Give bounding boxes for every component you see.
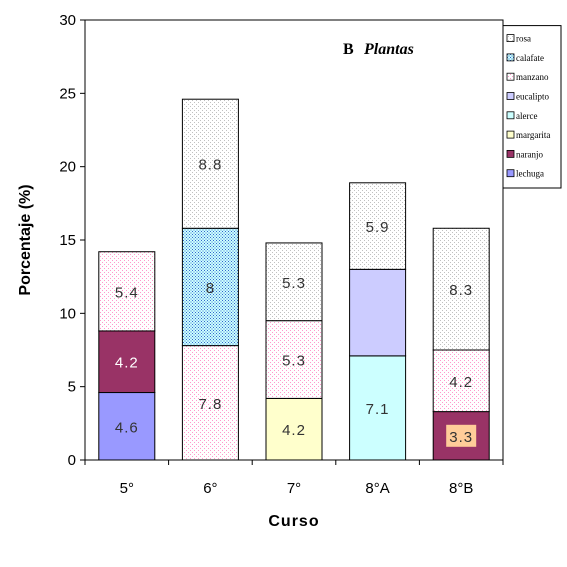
bar-segment-manzano [432, 349, 490, 413]
x-tick-label: 8°A [365, 480, 389, 497]
data-label: 5.9 [366, 219, 390, 236]
y-tick-label: 20 [59, 159, 76, 176]
bar-segment-manzano [181, 345, 239, 461]
bar-segment-rosa [349, 182, 407, 270]
y-tick-label: 25 [59, 85, 76, 102]
legend-swatch-calafate [506, 53, 515, 62]
legend-label-alerce: alerce [516, 111, 537, 121]
legend-swatch-naranjo [506, 149, 515, 158]
bars [98, 98, 490, 461]
data-label: 5.3 [282, 353, 306, 370]
x-tick-label: 7° [287, 480, 301, 497]
data-label: 8.8 [198, 157, 222, 174]
x-tick-label: 8°B [449, 480, 473, 497]
y-tick-label: 0 [68, 452, 76, 469]
y-axis: 0 5 10 15 20 25 30 [59, 12, 85, 469]
y-tick-label: 15 [59, 232, 76, 249]
legend-label-calafate: calafate [516, 53, 544, 63]
legend-box [502, 25, 562, 189]
bar-segment-rosa [181, 98, 239, 229]
legend-swatch-margarita [506, 130, 515, 139]
legend-swatch-eucalipto [506, 92, 515, 100]
y-tick-label: 5 [68, 379, 76, 396]
data-label: 3.3 [449, 429, 473, 446]
y-tick-label: 30 [59, 12, 76, 29]
chart-title: Plantas [363, 41, 414, 58]
bar-segment-manzano [265, 320, 323, 399]
data-label: 5.3 [282, 275, 306, 292]
data-label: 8.3 [449, 282, 473, 299]
y-tick-label: 10 [59, 305, 76, 322]
x-axis-title: Curso [268, 513, 319, 530]
bar-segment-lechuga [98, 392, 156, 461]
legend-label-rosa: rosa [516, 34, 531, 44]
bar-segment-margarita [265, 397, 323, 461]
data-label: 4.2 [282, 422, 306, 439]
data-label: 4.6 [115, 419, 139, 436]
x-tick-label: 6° [203, 480, 217, 497]
data-label: 8 [206, 280, 215, 297]
bar-segment-manzano [98, 251, 156, 332]
value-labels: 4.6 4.2 5.4 7.8 8 8.8 4.2 5.3 5.3 7.1 5.9 4.2 8.3 3.3 [115, 157, 477, 447]
data-label: 7.1 [366, 401, 390, 418]
bar-segment-rosa [265, 242, 323, 322]
bar-segment-calafate [181, 227, 239, 347]
legend-label-eucalipto: eucalipto [516, 92, 549, 102]
legend-label-lechuga: lechuga [516, 169, 544, 179]
legend-swatch-lechuga [506, 169, 515, 178]
y-axis-title: Porcentaje (%) [17, 184, 34, 295]
legend-label-manzano: manzano [516, 72, 549, 82]
data-label: 4.2 [449, 374, 473, 391]
data-label-box [446, 424, 477, 447]
legend-label-margarita: margarita [516, 130, 550, 140]
data-label: 4.2 [115, 355, 139, 372]
bar-segment-rosa [432, 227, 490, 351]
legend-swatch-alerce [506, 111, 515, 120]
x-tick-label: 5° [120, 480, 134, 497]
bar-segment-eucalipto [349, 268, 407, 357]
panel-label: B [343, 41, 354, 58]
bar-segment-naranjo [98, 330, 156, 394]
x-axis: 5° 6° 7° 8°A 8°B [84, 460, 504, 497]
legend: rosa calafate manzano eucalipto alerce margar… [502, 25, 562, 189]
data-label: 5.4 [115, 284, 139, 301]
legend-swatch-rosa [506, 34, 515, 42]
legend-label-naranjo: naranjo [516, 149, 543, 159]
data-label: 7.8 [198, 396, 222, 413]
legend-swatch-manzano [506, 72, 515, 81]
